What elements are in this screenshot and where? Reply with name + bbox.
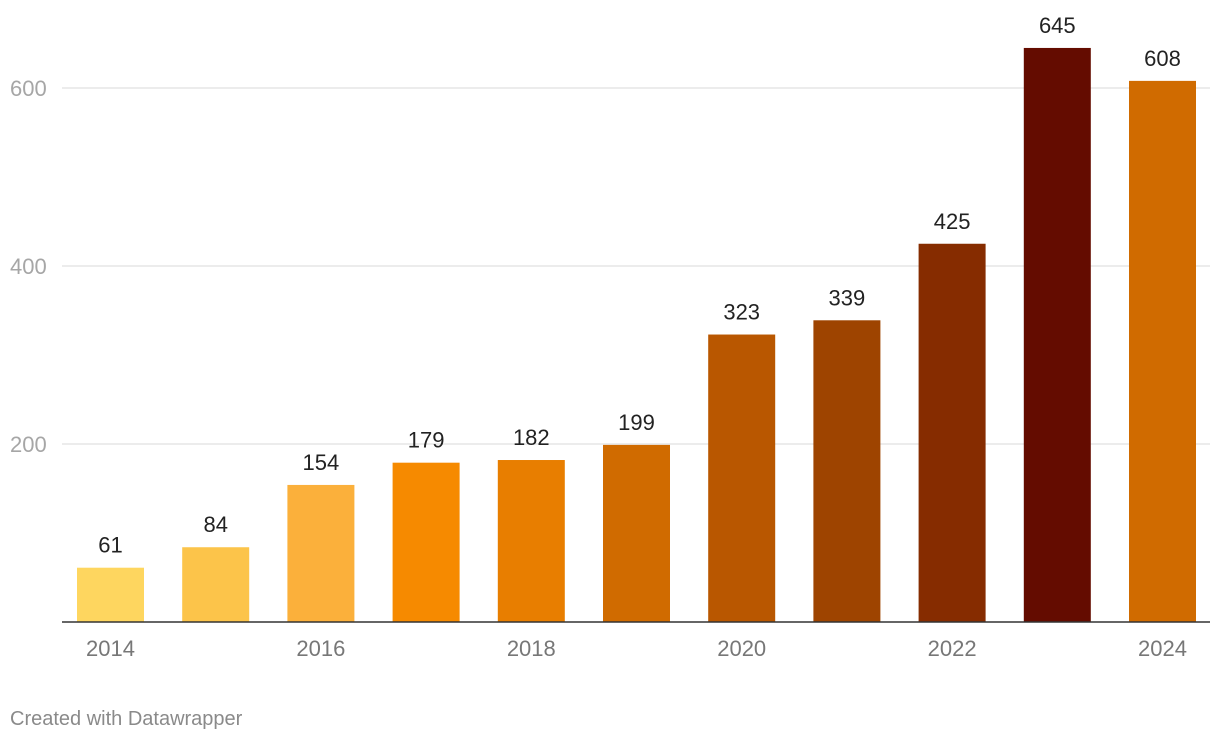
bar-2022 [918, 243, 986, 622]
x-tick-label-2020: 2020 [717, 636, 766, 661]
x-tick-label-2014: 2014 [86, 636, 135, 661]
bar-2017 [392, 462, 460, 622]
bar-2016 [287, 484, 355, 622]
bars [77, 47, 1196, 622]
bar-2018 [497, 460, 565, 622]
value-label-2022: 425 [934, 209, 971, 234]
bar-2015 [182, 547, 250, 622]
bar-2014 [77, 567, 144, 622]
bar-chart: 200 400 600 61 84 154 179 182 199 323 339 425 645 60… [10, 13, 1210, 661]
x-axis-labels: 2014 2016 2018 2020 2022 2024 [86, 636, 1187, 661]
value-label-2017: 179 [408, 428, 445, 453]
y-tick-label-400: 400 [10, 254, 47, 279]
value-label-2018: 182 [513, 425, 550, 450]
value-label-2014: 61 [98, 533, 122, 558]
bar-2023 [1023, 47, 1091, 622]
value-label-2019: 199 [618, 410, 655, 435]
value-label-2016: 154 [303, 450, 340, 475]
bar-2020 [708, 334, 776, 622]
value-label-2020: 323 [723, 300, 760, 325]
value-label-2023: 645 [1039, 13, 1076, 38]
bar-2021 [813, 320, 881, 622]
y-tick-label-200: 200 [10, 432, 47, 457]
bar-2024 [1129, 80, 1196, 622]
y-axis-labels: 200 400 600 [10, 76, 47, 457]
x-tick-label-2024: 2024 [1138, 636, 1187, 661]
footer-credit: Created with Datawrapper [10, 708, 243, 730]
value-label-2015: 84 [203, 512, 227, 537]
value-label-2021: 339 [829, 285, 866, 310]
x-tick-label-2018: 2018 [507, 636, 556, 661]
gridlines [62, 87, 1210, 445]
bar-2019 [603, 444, 670, 622]
y-tick-label-600: 600 [10, 76, 47, 101]
value-labels: 61 84 154 179 182 199 323 339 425 645 608 [98, 13, 1181, 558]
value-label-2024: 608 [1144, 46, 1181, 71]
x-tick-label-2016: 2016 [296, 636, 345, 661]
x-tick-label-2022: 2022 [928, 636, 977, 661]
